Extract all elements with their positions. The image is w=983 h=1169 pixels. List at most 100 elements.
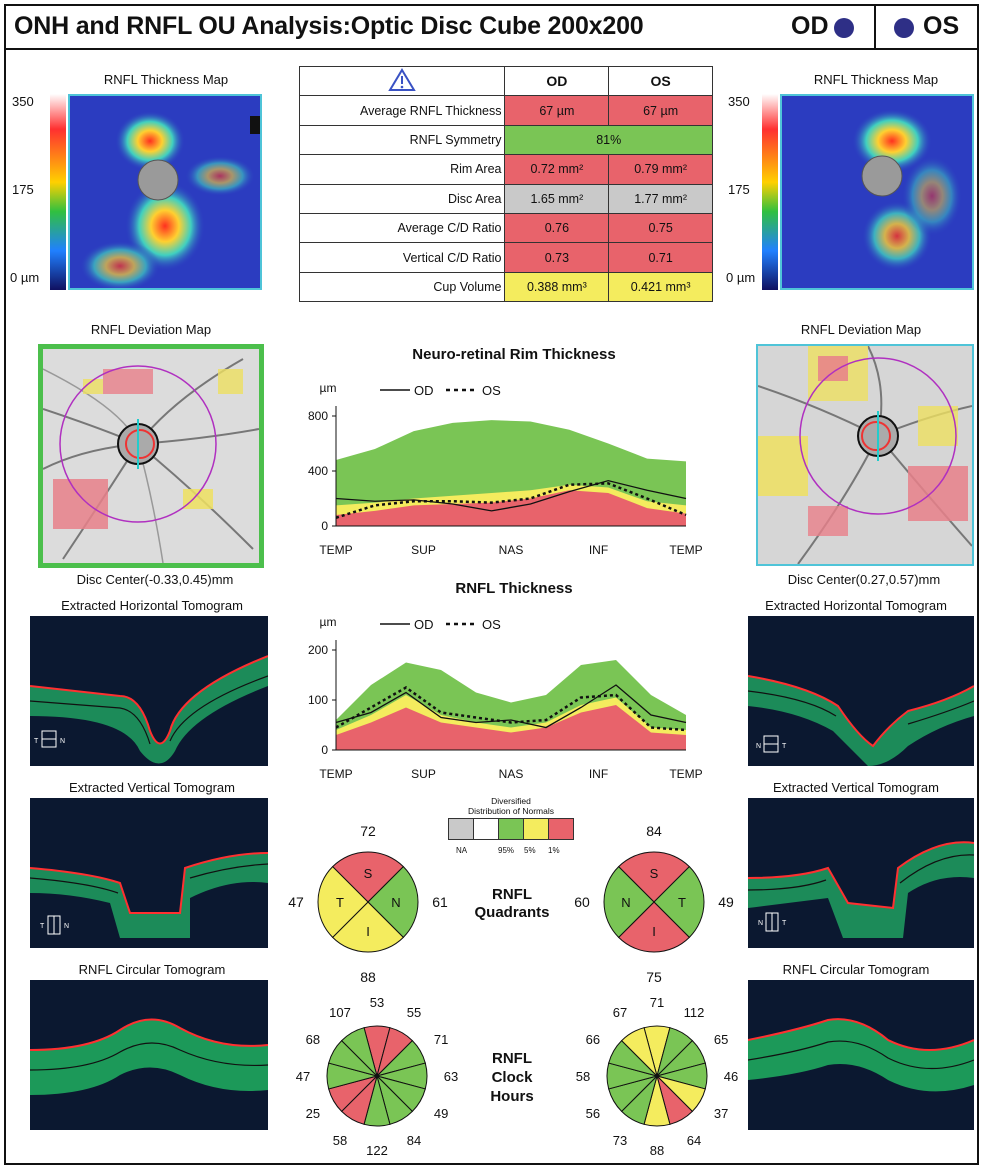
od-color-scale	[50, 94, 66, 290]
clock-label-2: Clock	[491, 1069, 533, 1086]
x-tick-label: INF	[589, 767, 608, 781]
row-label: Vertical C/D Ratio	[298, 242, 506, 273]
quadrant-nasal	[367, 865, 419, 939]
os-horizontal-tomogram: N T	[748, 616, 974, 766]
os-v-orient-n: N	[758, 920, 763, 927]
y-tick-label: 800	[308, 409, 328, 423]
legend-95: 95%	[498, 846, 515, 855]
clock-hour-value: 65	[714, 1032, 728, 1047]
os-value: 0.71	[608, 242, 713, 273]
od-v-orient-t: T	[40, 923, 45, 930]
rim-chart-title: Neuro-retinal Rim Thickness	[412, 346, 616, 363]
os-scale-min: 0 µm	[726, 270, 756, 285]
x-tick-label: INF	[589, 543, 608, 557]
clock-hour-value: 71	[650, 995, 664, 1010]
quadrant-temporal	[317, 865, 369, 939]
os-circular-tomogram-label: RNFL Circular Tomogram	[782, 962, 930, 977]
warning-cell	[298, 65, 506, 97]
legend-na-swatch	[449, 819, 474, 839]
clock-hour-value: 107	[329, 1005, 351, 1020]
row-label: RNFL Symmetry	[298, 124, 506, 156]
od-circular-tomogram-label: RNFL Circular Tomogram	[78, 962, 226, 977]
quadrant-s-letter: S	[650, 866, 659, 881]
legend-green-swatch	[499, 819, 524, 839]
clock-label-1: RNFL	[492, 1050, 532, 1067]
legend-na: NA	[456, 846, 468, 855]
x-tick-label: TEMP	[319, 543, 352, 557]
os-deviation-map-graphic	[758, 346, 972, 564]
quadrant-n-value: 60	[574, 894, 590, 910]
quadrant-inferior	[617, 901, 691, 953]
clock-hour-value: 67	[613, 1005, 627, 1020]
clock-hour-value: 68	[306, 1032, 320, 1047]
clock-hour-value: 122	[366, 1143, 388, 1158]
clock-hour-value: 37	[714, 1106, 728, 1121]
os-value: 67 µm	[608, 95, 713, 126]
os-clock-hours-chart: 71 112 65 46 37 64 88 73 56 58 66 67	[576, 995, 738, 1158]
report-title: ONH and RNFL OU Analysis:Optic Disc Cube…	[14, 12, 644, 40]
os-value: 1.77 mm²	[608, 183, 713, 214]
quadrant-t-value: 49	[718, 894, 734, 910]
y-axis-unit: µm	[320, 615, 337, 629]
quadrant-s-value: 84	[646, 823, 662, 839]
od-scale-mid: 175	[12, 182, 34, 197]
legend-5: 5%	[524, 846, 536, 855]
x-tick-label: NAS	[499, 767, 524, 781]
x-tick-label: SUP	[411, 543, 436, 557]
od-h-orient-t: T	[34, 738, 39, 745]
legend-line1: Diversified	[491, 796, 531, 806]
y-tick-label: 200	[308, 643, 328, 657]
os-value: 0.79 mm²	[608, 154, 713, 185]
od-quadrant-chart: S I T N 72 88 47 61	[288, 823, 448, 985]
od-thickness-map	[68, 94, 262, 290]
clock-hour-value: 58	[333, 1133, 347, 1148]
os-value: 0.421 mm³	[608, 271, 713, 303]
os-thickness-map	[780, 94, 974, 290]
legend-yellow-swatch	[524, 819, 549, 839]
warning-triangle-icon	[388, 67, 417, 91]
table-row: Average RNFL Thickness 67 µm 67 µm	[298, 95, 713, 126]
od-clock-hours-chart: 53 55 71 63 49 84 122 58 25 47 68 107	[296, 995, 458, 1158]
series-os-line	[335, 686, 687, 732]
header-divider	[874, 6, 876, 48]
od-scale-min: 0 µm	[10, 270, 40, 285]
table-row: Disc Area 1.65 mm² 1.77 mm²	[298, 183, 713, 214]
od-vertical-tomogram-label: Extracted Vertical Tomogram	[69, 780, 235, 795]
rnfl-chart-title: RNFL Thickness	[455, 580, 573, 597]
os-quadrant-chart: S I N T 84 75 60 49	[574, 823, 734, 985]
clock-hour-value: 49	[434, 1106, 448, 1121]
x-tick-label: TEMP	[669, 543, 702, 557]
os-label: OS	[923, 12, 960, 40]
symmetry-value: 81%	[504, 124, 713, 156]
os-h-orient-t: T	[782, 743, 787, 750]
os-scale-max: 350	[728, 94, 750, 109]
x-tick-label: SUP	[411, 767, 436, 781]
clock-sector	[340, 1027, 378, 1078]
od-horizontal-tomogram: T N	[30, 616, 268, 766]
quadrant-i-letter: I	[652, 924, 656, 939]
quadrant-temporal	[653, 865, 705, 939]
normal-band-red	[336, 705, 686, 750]
clock-label-3: Hours	[490, 1088, 534, 1105]
report-header: ONH and RNFL OU Analysis:Optic Disc Cube…	[6, 6, 977, 50]
table-row: RNFL Symmetry 81%	[298, 124, 713, 156]
clock-hour-value: 55	[407, 1005, 421, 1020]
os-vertical-tomogram-graphic: N T	[748, 841, 974, 938]
od-vertical-tomogram: T N	[30, 798, 268, 948]
od-disc-center: Disc Center(-0.33,0.45)mm	[76, 572, 234, 587]
y-tick-label: 0	[321, 519, 328, 533]
rnfl-thickness-chart: 200 100 0 µm OD OS TEMP SUP NAS INF TEMP	[308, 615, 703, 781]
metrics-col-od: OD	[504, 65, 610, 97]
os-indicator-icon	[894, 18, 914, 38]
quadrant-superior	[331, 851, 405, 903]
clock-hour-value: 112	[684, 1005, 705, 1020]
quadrants-label-2: Quadrants	[474, 904, 550, 921]
quadrants-label-1: RNFL	[492, 886, 532, 903]
rim-thickness-chart: 800 400 0 µm OD OS TEMP SUP NAS INF TEMP	[308, 381, 703, 557]
quadrant-s-value: 72	[360, 823, 376, 839]
od-circular-tomogram-graphic	[30, 1018, 268, 1095]
table-row: Average C/D Ratio 0.76 0.75	[298, 212, 713, 244]
y-axis-unit: µm	[320, 381, 337, 395]
row-label: Average C/D Ratio	[298, 212, 506, 244]
od-indicator-icon	[834, 18, 854, 38]
